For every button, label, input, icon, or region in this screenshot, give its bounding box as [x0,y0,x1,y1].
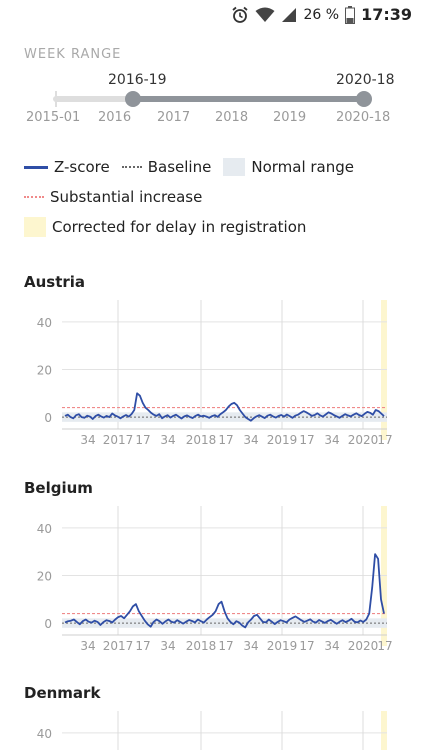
alarm-icon [232,6,249,23]
status-icons: 26 % 17:39 [231,5,412,24]
x-tick-label: 17 [218,433,233,447]
country-title-denmark: Denmark [24,684,101,702]
x-tick-label: 2018 [186,639,217,653]
year-tick-2018: 2018 [215,110,249,125]
x-tick-label: 17 [299,639,314,653]
legend-zscore: Z-score [24,158,110,176]
week-range-heading: WEEK RANGE [24,47,122,62]
x-tick-label: 17 [299,433,314,447]
y-tick-label: 20 [37,364,52,378]
substantial-swatch [24,196,44,198]
range-end-handle[interactable] [356,91,372,107]
baseline-swatch [121,166,142,168]
legend: Z-score Baseline Normal range Substantia… [24,153,404,243]
x-tick-label: 34 [80,639,95,653]
year-tick-2016: 2016 [98,110,132,125]
x-tick-label: 34 [324,639,339,653]
range-start-value: 2016-19 [108,72,167,88]
y-tick-label: 40 [37,522,52,536]
zscore-line [64,553,385,629]
x-tick-label: 34 [324,433,339,447]
battery-icon [345,5,356,24]
x-tick-label: 34 [243,639,258,653]
battery-percent: 26 % [303,6,340,23]
corrected-swatch [24,217,46,237]
zscore-swatch [24,165,48,169]
y-tick-label: 0 [44,617,52,631]
corrected-band [381,711,387,750]
y-tick-label: 40 [37,727,52,741]
x-tick-label: 34 [80,433,95,447]
normal-range-band [62,618,387,628]
x-tick-label: 34 [160,639,175,653]
legend-substantial-increase: Substantial increase [24,188,202,206]
x-tick-label: 17 [135,639,150,653]
x-tick-label: 2017 [103,639,134,653]
x-tick-label: 2018 [186,433,217,447]
x-tick-label: 17 [377,433,392,447]
legend-normal-range: Normal range [223,158,354,176]
legend-baseline: Baseline [121,158,211,176]
year-tick-2017: 2017 [157,110,191,125]
range-min-label: 2015-01 [26,110,81,125]
year-tick-2019: 2019 [273,110,307,125]
x-tick-label: 2020 [348,639,379,653]
x-tick-label: 2020 [348,433,379,447]
x-tick-label: 17 [135,433,150,447]
status-bar: 26 % 17:39 [0,0,422,30]
range-max-label: 2020-18 [336,110,391,125]
country-title-austria: Austria [24,273,86,291]
zscore-line [64,392,385,422]
denmark-chart: 40 [37,711,387,750]
clock: 17:39 [361,5,412,24]
country-title-belgium: Belgium [24,479,93,497]
signal-icon [282,7,297,22]
y-tick-label: 40 [37,316,52,330]
legend-corrected: Corrected for delay in registration [24,217,306,237]
week-range-slider[interactable] [0,86,422,114]
normal-range-band [62,412,387,422]
x-tick-label: 17 [377,639,392,653]
range-start-handle[interactable] [125,91,141,107]
x-tick-label: 2017 [103,433,134,447]
y-tick-label: 20 [37,570,52,584]
range-end-value: 2020-18 [336,72,395,88]
x-tick-label: 2019 [267,433,298,447]
wifi-icon [255,7,275,22]
x-tick-label: 34 [243,433,258,447]
y-tick-label: 0 [44,411,52,425]
x-tick-label: 17 [218,639,233,653]
x-tick-label: 2019 [267,639,298,653]
normal-range-swatch [223,158,246,176]
x-tick-label: 34 [160,433,175,447]
